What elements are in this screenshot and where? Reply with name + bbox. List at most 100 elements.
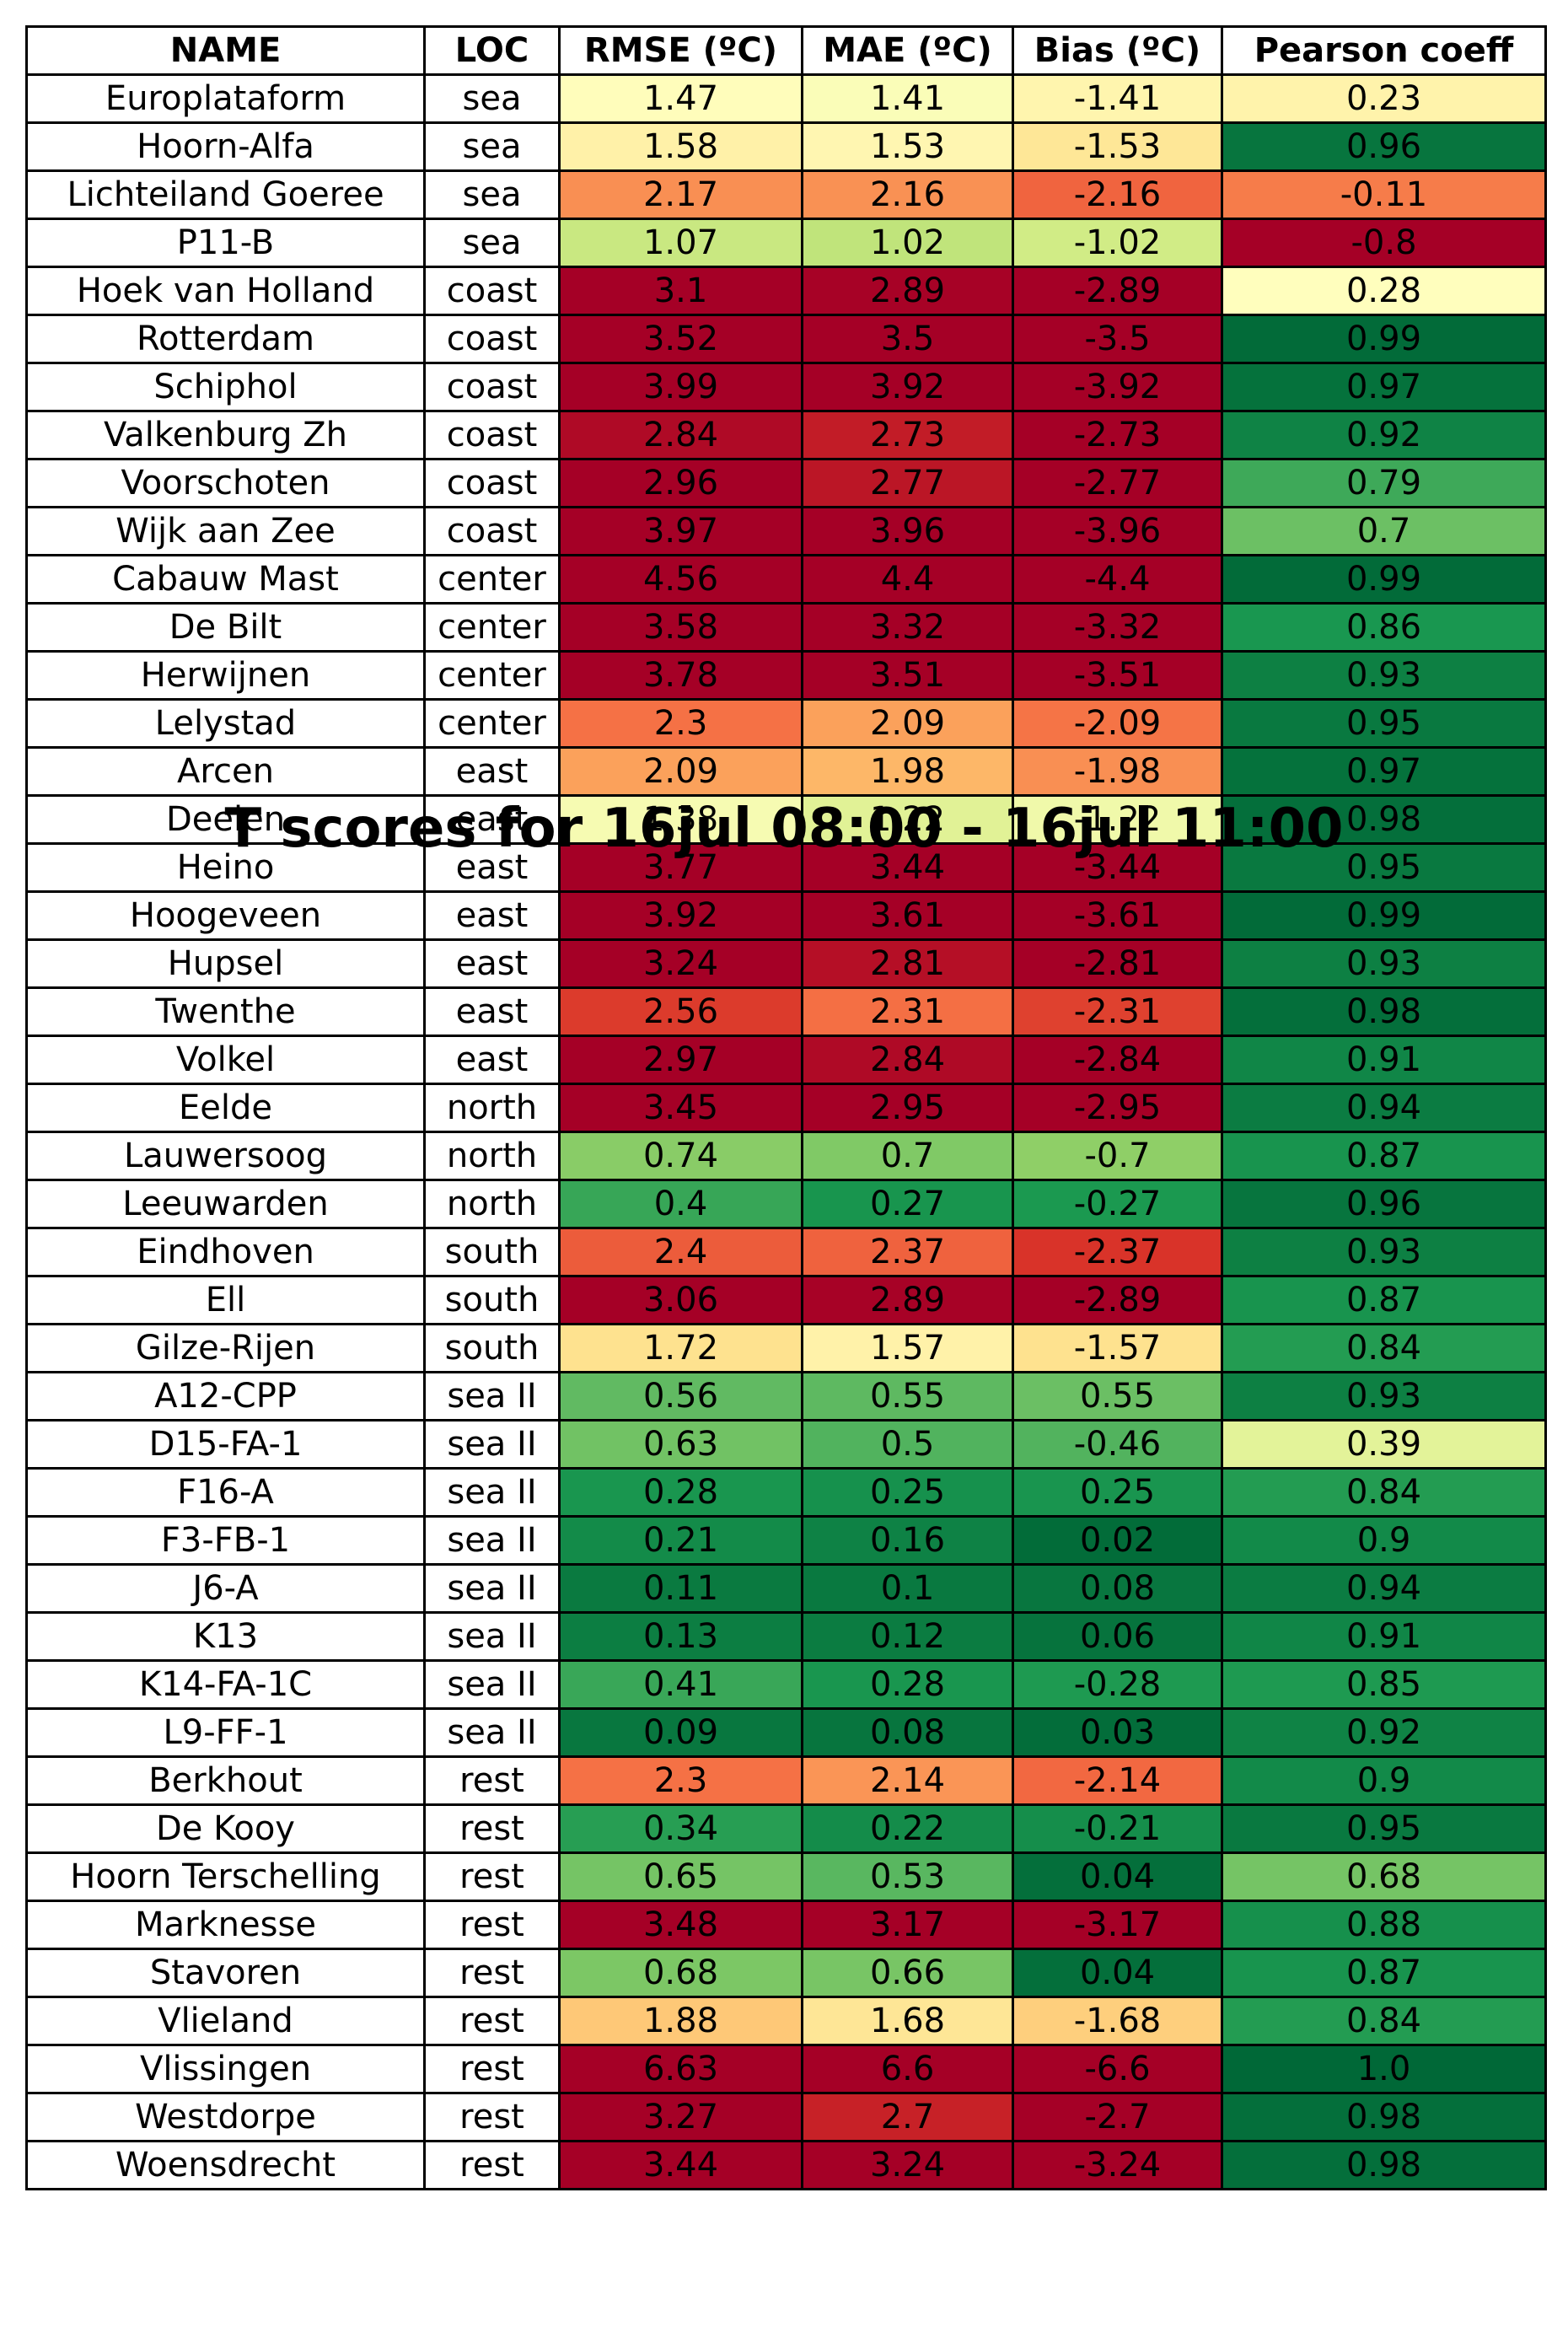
- table-row: Deelen east 1.38 1.22 -1.22 0.98: [25, 794, 1547, 845]
- cell-name: Schiphol: [25, 362, 426, 412]
- cell-name: De Kooy: [25, 1803, 426, 1854]
- cell-bias: 0.55: [1012, 1371, 1223, 1421]
- cell-rmse: 2.4: [558, 1227, 803, 1277]
- cell-loc: rest: [423, 2092, 561, 2142]
- cell-rmse: 1.47: [558, 73, 803, 124]
- cell-name: Marknesse: [25, 1900, 426, 1950]
- table-row: Voorschoten coast 2.96 2.77 -2.77 0.79: [25, 458, 1547, 508]
- cell-mae: 0.5: [801, 1419, 1014, 1470]
- cell-bias: -3.5: [1012, 314, 1223, 364]
- cell-loc: east: [423, 986, 561, 1037]
- table-row: Hoorn Terschelling rest 0.65 0.53 0.04 0.68: [25, 1851, 1547, 1902]
- table-row: D15-FA-1 sea II 0.63 0.5 -0.46 0.39: [25, 1419, 1547, 1470]
- table-row: Volkel east 2.97 2.84 -2.84 0.91: [25, 1035, 1547, 1085]
- cell-mae: 0.53: [801, 1851, 1014, 1902]
- cell-rmse: 2.3: [558, 1755, 803, 1806]
- cell-pearson: 0.84: [1221, 1996, 1547, 2046]
- cell-rmse: 3.92: [558, 890, 803, 941]
- cell-pearson: 0.97: [1221, 362, 1547, 412]
- cell-name: Ell: [25, 1275, 426, 1325]
- cell-bias: -3.17: [1012, 1900, 1223, 1950]
- table-row: L9-FF-1 sea II 0.09 0.08 0.03 0.92: [25, 1707, 1547, 1758]
- cell-loc: rest: [423, 1755, 561, 1806]
- cell-bias: -0.7: [1012, 1131, 1223, 1181]
- cell-bias: -6.6: [1012, 2044, 1223, 2094]
- cell-mae: 1.53: [801, 121, 1014, 172]
- cell-bias: -1.02: [1012, 218, 1223, 268]
- cell-rmse: 0.68: [558, 1948, 803, 1998]
- cell-name: Rotterdam: [25, 314, 426, 364]
- cell-pearson: 0.91: [1221, 1035, 1547, 1085]
- cell-mae: 2.37: [801, 1227, 1014, 1277]
- cell-bias: -2.84: [1012, 1035, 1223, 1085]
- table-row: Hupsel east 3.24 2.81 -2.81 0.93: [25, 938, 1547, 989]
- scores-table-container: NAME LOC RMSE (ºC) MAE (ºC) Bias (ºC) Pe…: [25, 25, 1547, 2190]
- cell-bias: -2.31: [1012, 986, 1223, 1037]
- cell-pearson: 0.84: [1221, 1323, 1547, 1373]
- cell-mae: 2.95: [801, 1083, 1014, 1133]
- cell-bias: -2.09: [1012, 698, 1223, 749]
- cell-rmse: 4.56: [558, 554, 803, 605]
- cell-pearson: 0.99: [1221, 890, 1547, 941]
- cell-loc: east: [423, 842, 561, 893]
- cell-name: Heino: [25, 842, 426, 893]
- cell-loc: sea II: [423, 1611, 561, 1662]
- table-row: Schiphol coast 3.99 3.92 -3.92 0.97: [25, 362, 1547, 412]
- cell-rmse: 2.09: [558, 746, 803, 797]
- cell-loc: rest: [423, 1900, 561, 1950]
- cell-pearson: 0.9: [1221, 1755, 1547, 1806]
- cell-rmse: 0.56: [558, 1371, 803, 1421]
- table-row: Lichteiland Goeree sea 2.17 2.16 -2.16 -0.11: [25, 169, 1547, 220]
- table-row: Eindhoven south 2.4 2.37 -2.37 0.93: [25, 1227, 1547, 1277]
- cell-mae: 2.89: [801, 266, 1014, 316]
- cell-pearson: -0.8: [1221, 218, 1547, 268]
- cell-name: Hoogeveen: [25, 890, 426, 941]
- table-row: J6-A sea II 0.11 0.1 0.08 0.94: [25, 1563, 1547, 1614]
- cell-rmse: 0.34: [558, 1803, 803, 1854]
- table-row: Ell south 3.06 2.89 -2.89 0.87: [25, 1275, 1547, 1325]
- cell-name: Woensdrecht: [25, 2140, 426, 2190]
- cell-rmse: 0.65: [558, 1851, 803, 1902]
- cell-loc: sea II: [423, 1563, 561, 1614]
- cell-mae: 4.4: [801, 554, 1014, 605]
- table-row: Cabauw Mast center 4.56 4.4 -4.4 0.99: [25, 554, 1547, 605]
- cell-mae: 3.44: [801, 842, 1014, 893]
- cell-name: F3-FB-1: [25, 1515, 426, 1566]
- cell-rmse: 0.21: [558, 1515, 803, 1566]
- cell-bias: -0.46: [1012, 1419, 1223, 1470]
- cell-loc: sea II: [423, 1707, 561, 1758]
- cell-rmse: 3.24: [558, 938, 803, 989]
- table-row: Arcen east 2.09 1.98 -1.98 0.97: [25, 746, 1547, 797]
- table-row: Vlissingen rest 6.63 6.6 -6.6 1.0: [25, 2044, 1547, 2094]
- cell-rmse: 2.56: [558, 986, 803, 1037]
- cell-mae: 0.7: [801, 1131, 1014, 1181]
- scores-table: NAME LOC RMSE (ºC) MAE (ºC) Bias (ºC) Pe…: [25, 25, 1547, 2190]
- table-row: Leeuwarden north 0.4 0.27 -0.27 0.96: [25, 1179, 1547, 1229]
- table-row: De Bilt center 3.58 3.32 -3.32 0.86: [25, 602, 1547, 653]
- cell-loc: south: [423, 1227, 561, 1277]
- cell-mae: 2.7: [801, 2092, 1014, 2142]
- cell-mae: 2.73: [801, 410, 1014, 460]
- cell-bias: -2.73: [1012, 410, 1223, 460]
- cell-pearson: 0.93: [1221, 650, 1547, 701]
- cell-mae: 1.41: [801, 73, 1014, 124]
- cell-rmse: 2.17: [558, 169, 803, 220]
- table-row: Twenthe east 2.56 2.31 -2.31 0.98: [25, 986, 1547, 1037]
- cell-loc: sea II: [423, 1467, 561, 1518]
- table-row: Vlieland rest 1.88 1.68 -1.68 0.84: [25, 1996, 1547, 2046]
- table-row: De Kooy rest 0.34 0.22 -0.21 0.95: [25, 1803, 1547, 1854]
- cell-name: Hoorn-Alfa: [25, 121, 426, 172]
- table-row: Lauwersoog north 0.74 0.7 -0.7 0.87: [25, 1131, 1547, 1181]
- cell-rmse: 3.27: [558, 2092, 803, 2142]
- cell-pearson: 0.99: [1221, 554, 1547, 605]
- cell-bias: -2.14: [1012, 1755, 1223, 1806]
- table-row: Hoorn-Alfa sea 1.58 1.53 -1.53 0.96: [25, 121, 1547, 172]
- cell-mae: 3.96: [801, 506, 1014, 556]
- table-row: F3-FB-1 sea II 0.21 0.16 0.02 0.9: [25, 1515, 1547, 1566]
- cell-name: Deelen: [25, 794, 426, 845]
- cell-mae: 0.22: [801, 1803, 1014, 1854]
- cell-bias: -0.28: [1012, 1659, 1223, 1710]
- cell-bias: -3.44: [1012, 842, 1223, 893]
- table-row: Marknesse rest 3.48 3.17 -3.17 0.88: [25, 1900, 1547, 1950]
- cell-bias: -0.21: [1012, 1803, 1223, 1854]
